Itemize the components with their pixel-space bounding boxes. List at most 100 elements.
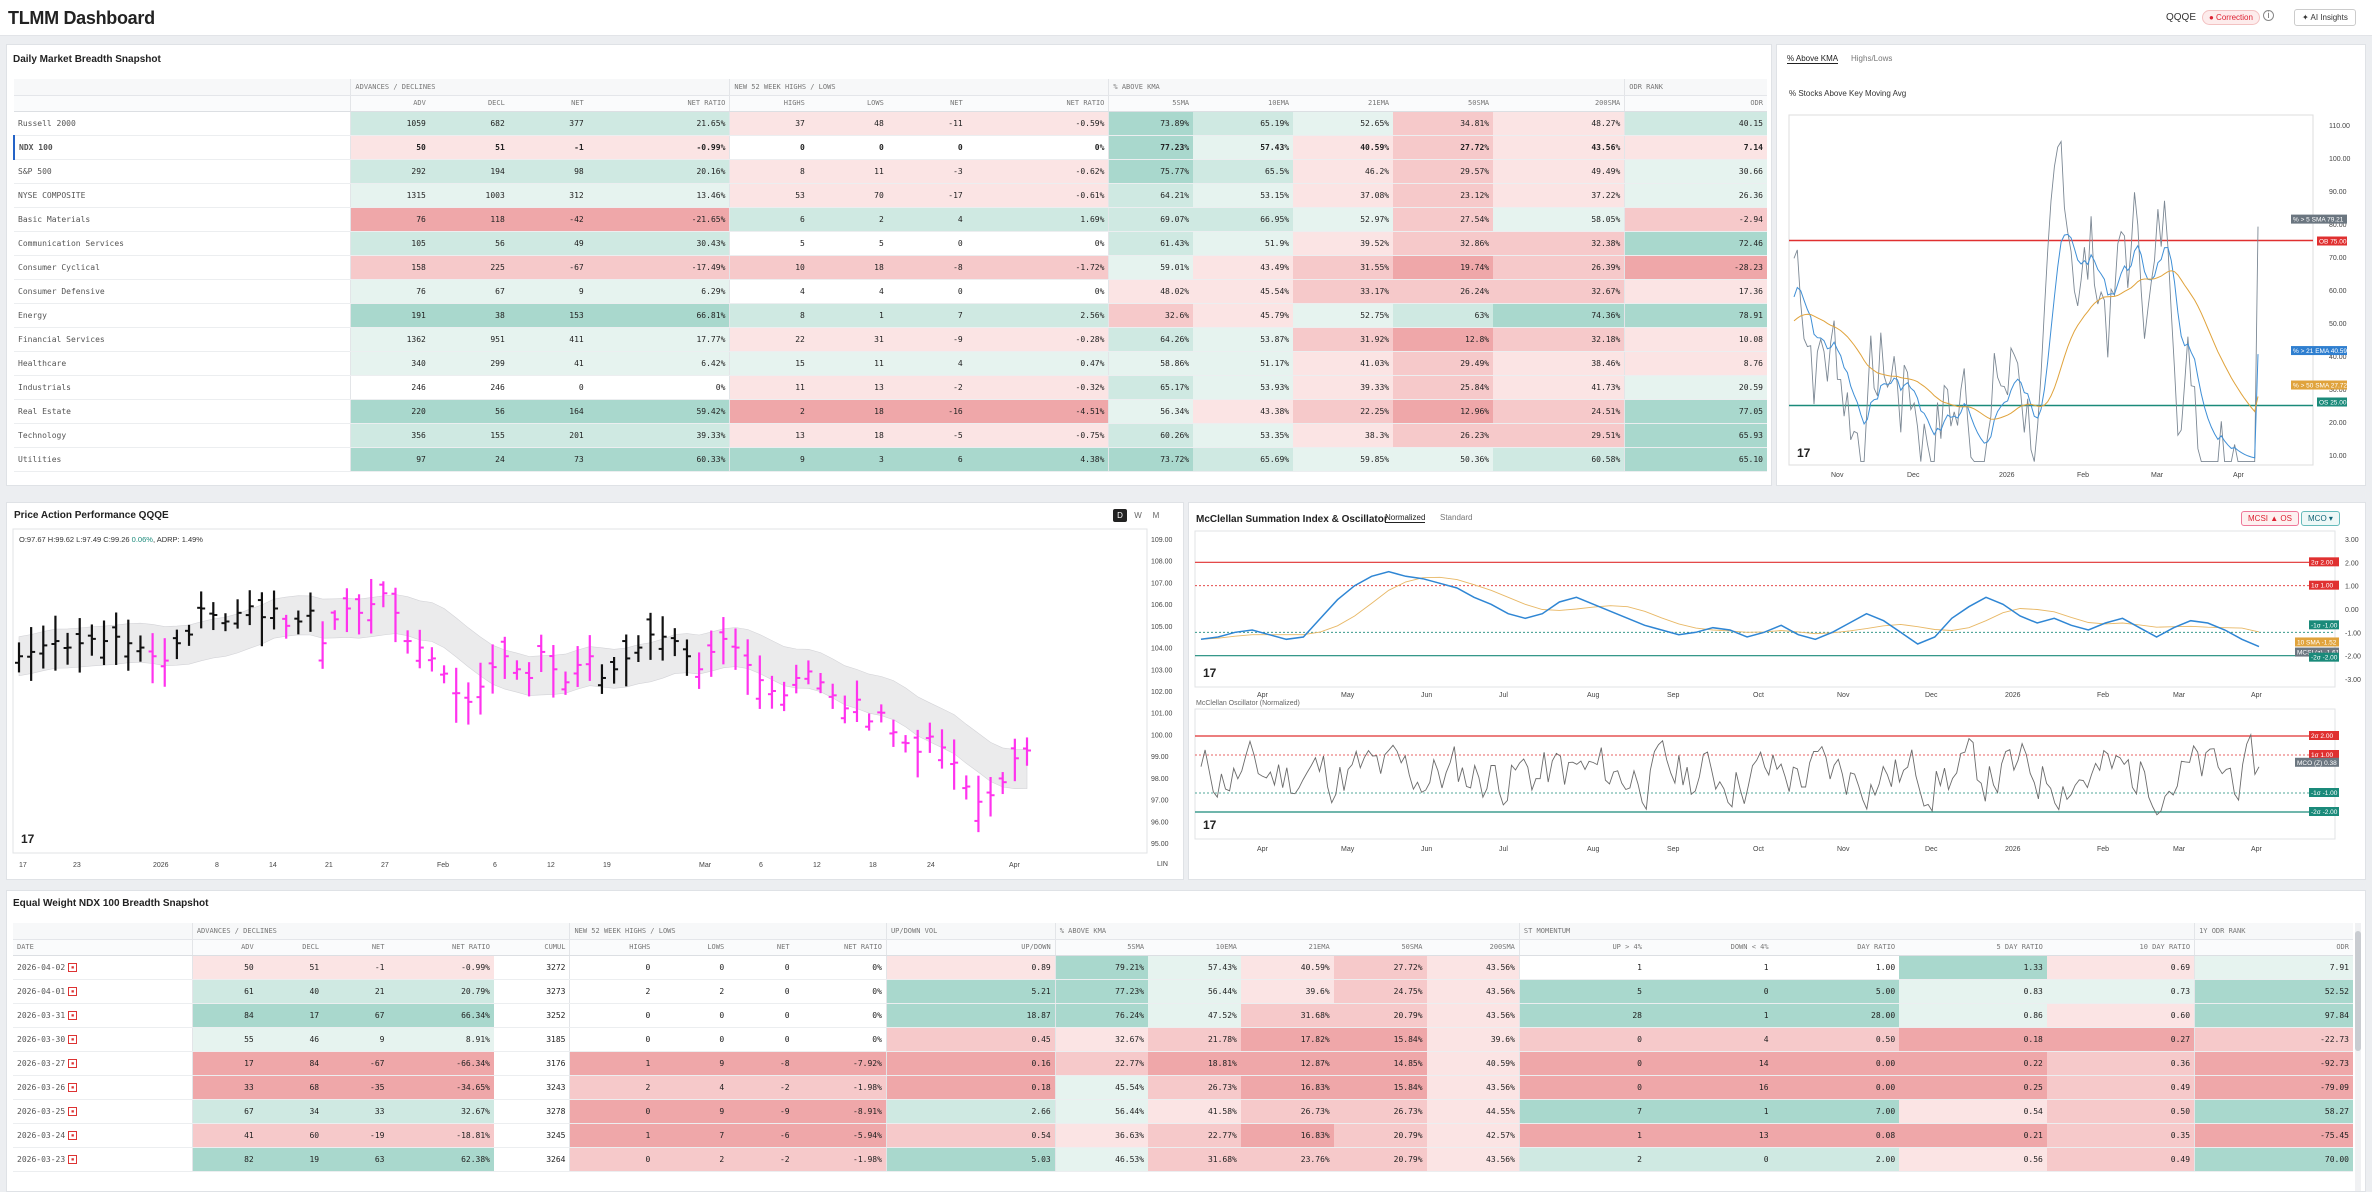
column-header[interactable]: NET	[887, 95, 967, 112]
table-row[interactable]: 2026-03-31 ▪ 84 17 67 66.34% 3252 0 0 0 0% 18.87 76.…	[13, 1003, 2353, 1028]
column-header[interactable]: DECL	[257, 939, 324, 956]
table-row[interactable]: 2026-03-30 ▪ 55 46 9 8.91% 3185 0 0 0 0% 0.45 32.67%…	[13, 1027, 2353, 1052]
calendar-icon[interactable]: ▪	[68, 1130, 78, 1140]
column-header[interactable]: 5SMA	[1108, 95, 1194, 112]
table-row[interactable]: 2026-03-24 ▪ 41 60 -19 -18.81% 3245 1 7 -6 -5.94% 0…	[13, 1123, 2353, 1148]
column-header[interactable]: ADV	[350, 95, 430, 112]
table-cell: 22.77%	[1148, 1123, 1241, 1148]
column-header[interactable]: HIGHS	[729, 95, 809, 112]
column-header[interactable]: UP/DOWN	[885, 939, 1056, 956]
column-header[interactable]: 10EMA	[1193, 95, 1294, 112]
symbol-label[interactable]: QQQE	[2166, 12, 2197, 23]
column-header[interactable]: 50SMA	[1393, 95, 1494, 112]
interval-monthly[interactable]: M	[1152, 511, 1160, 520]
table-row[interactable]: Healthcare 340 299 41 6.42% 15 11 4 0.47% 58.86% 5…	[14, 351, 1767, 376]
kma-chart[interactable]: 110.00 100.00 90.00 80.00 70.00 60.00 50.00 40.…	[1777, 45, 2367, 487]
column-header[interactable]: 50SMA	[1333, 939, 1427, 956]
price-bar	[306, 592, 315, 632]
column-header[interactable]: NET	[323, 939, 389, 956]
tab-above-kma[interactable]: % Above KMA	[1787, 54, 1839, 64]
calendar-icon[interactable]: ▪	[68, 1106, 78, 1116]
column-header[interactable]: DECL	[429, 95, 509, 112]
table-row[interactable]: Industrials 246 246 0 0% 11 13 -2 -0.32% 65.17% 53…	[14, 375, 1767, 400]
table-cell: 1059	[350, 111, 430, 136]
column-header[interactable]: ODR	[1624, 95, 1767, 112]
column-header[interactable]: CUMUL	[493, 939, 570, 956]
interval-daily[interactable]: D	[1113, 509, 1127, 522]
table-row[interactable]: Consumer Defensive 76 67 9 6.29% 4 4 0 0% 48.02% 4…	[14, 279, 1767, 304]
calendar-icon[interactable]: ▪	[68, 1010, 78, 1020]
column-header[interactable]: HIGHS	[569, 939, 655, 956]
mco-dropdown-button[interactable]: MCO ▾	[2301, 511, 2340, 526]
column-header[interactable]: 200SMA	[1493, 95, 1625, 112]
table-row[interactable]: Communication Services 105 56 49 30.43% 5 5 0 0%…	[14, 231, 1767, 256]
column-header[interactable]: 21EMA	[1293, 95, 1394, 112]
calendar-icon[interactable]: ▪	[68, 1058, 78, 1068]
x-tick-label: Jun	[1421, 846, 1432, 853]
column-header[interactable]: NET	[728, 939, 794, 956]
tab-highs-lows[interactable]: Highs/Lows	[1851, 54, 1893, 63]
table-row[interactable]: 2026-03-27 ▪ 17 84 -67 -66.34% 3176 1 9 -8 -7.92% 0…	[13, 1051, 2353, 1076]
table-row[interactable]: Technology 356 155 201 39.33% 13 18 -5 -0.75% 60.…	[14, 423, 1767, 448]
tab-normalized[interactable]: Normalized	[1385, 513, 1426, 523]
column-header[interactable]: 21EMA	[1240, 939, 1334, 956]
table-row[interactable]: Utilities 97 24 73 60.33% 9 3 6 4.38% 73.72% 65.69…	[14, 447, 1767, 472]
column-header[interactable]: DATE	[13, 939, 193, 956]
mcsi-toggle-button[interactable]: MCSI ▲ OS	[2241, 511, 2299, 526]
calendar-icon[interactable]: ▪	[68, 962, 78, 972]
scrollbar[interactable]	[2355, 923, 2361, 1191]
ai-insights-button[interactable]: ✦ AI Insights	[2294, 9, 2356, 26]
column-header[interactable]: NET RATIO	[793, 939, 887, 956]
interval-weekly[interactable]: W	[1134, 511, 1142, 520]
column-group-header: NEW 52 WEEK HIGHS / LOWS	[569, 923, 887, 940]
table-row[interactable]: 2026-04-01 ▪ 61 40 21 20.79% 3273 2 2 0 0% 5.21 77.2…	[13, 979, 2353, 1004]
column-header[interactable]: NET RATIO	[966, 95, 1109, 112]
table-row[interactable]: 2026-03-25 ▪ 67 34 33 32.67% 3278 0 9 -9 -8.91% 2.6…	[13, 1099, 2353, 1124]
table-row[interactable]: Energy 191 38 153 66.81% 8 1 7 2.56% 32.6% 45.79% 5…	[14, 303, 1767, 328]
column-header[interactable]: 10EMA	[1148, 939, 1241, 956]
table-row[interactable]: 2026-04-02 ▪ 50 51 -1 -0.99% 3272 0 0 0 0% 0.89 79.2…	[13, 955, 2353, 980]
column-header[interactable]: 5 DAY RATIO	[1899, 939, 2047, 956]
table-row[interactable]: NYSE COMPOSITE 1315 1003 312 13.46% 53 70 -17 -0…	[14, 183, 1767, 208]
table-cell: 951	[429, 327, 509, 352]
table-row[interactable]: Consumer Cyclical 158 225 -67 -17.49% 10 18 -8-…	[14, 255, 1767, 280]
table-row[interactable]: S&P 500 292 194 98 20.16% 8 11 -3 -0.62% 75.77% 65…	[14, 159, 1767, 184]
table-row[interactable]: Financial Services 1362 951 411 17.77% 22 31 -9…	[14, 327, 1767, 352]
table-cell: 68	[257, 1075, 324, 1100]
table-row[interactable]: 2026-03-23 ▪ 82 19 63 62.38% 3264 0 2 -2 -1.98% 5.0…	[13, 1147, 2353, 1172]
column-header[interactable]: UP > 4%	[1518, 939, 1646, 956]
column-header[interactable]: 10 DAY RATIO	[2046, 939, 2195, 956]
mcclellan-chart[interactable]: 3.00 2.00 1.00 0.00 -1.00 -2.00 -3.00 2σ 2.00 1σ…	[1189, 503, 2367, 881]
column-header[interactable]: NET	[508, 95, 588, 112]
column-header[interactable]: NET RATIO	[388, 939, 494, 956]
column-header[interactable]: LOWS	[654, 939, 729, 956]
column-header[interactable]: DAY RATIO	[1772, 939, 1900, 956]
column-header[interactable]: 5SMA	[1054, 939, 1149, 956]
column-header[interactable]: NET RATIO	[587, 95, 730, 112]
table-cell: 6	[729, 207, 809, 232]
table-cell: 45.79%	[1193, 303, 1294, 328]
table-row[interactable]: NDX 100 50 51 -1 -0.99% 0 0 0 0% 77.23% 57.43% 40.5…	[13, 135, 1767, 160]
info-icon[interactable]: i	[2263, 10, 2274, 21]
column-header[interactable]: ADV	[191, 939, 258, 956]
tab-standard[interactable]: Standard	[1440, 513, 1473, 522]
table-row[interactable]: Real Estate 220 56 164 59.42% 2 18 -16 -4.51% 56.…	[14, 399, 1767, 424]
table-cell: 30.66	[1624, 159, 1767, 184]
close-value: C:99.26	[103, 535, 130, 544]
row-date: 2026-04-01 ▪	[13, 979, 193, 1004]
column-header[interactable]: LOWS	[808, 95, 888, 112]
column-header[interactable]: 200SMA	[1426, 939, 1520, 956]
calendar-icon[interactable]: ▪	[68, 1154, 78, 1164]
calendar-icon[interactable]: ▪	[68, 986, 78, 996]
column-header[interactable]: ODR	[2194, 939, 2353, 956]
price-chart[interactable]: 109.00 108.00 107.00 106.00 105.00 104.00 103.…	[7, 503, 1185, 881]
scale-label[interactable]: LIN	[1157, 861, 1168, 868]
column-header[interactable]: DOWN < 4%	[1645, 939, 1773, 956]
calendar-icon[interactable]: ▪	[68, 1082, 78, 1092]
price-bar	[658, 616, 667, 661]
calendar-icon[interactable]: ▪	[68, 1034, 78, 1044]
table-row[interactable]: Basic Materials 76 118 -42 -21.65% 6 2 4 1.69% 69…	[14, 207, 1767, 232]
column-header[interactable]	[14, 95, 351, 112]
table-row[interactable]: Russell 2000 1059 682 377 21.65% 37 48 -11 -0.59…	[14, 111, 1767, 136]
table-row[interactable]: 2026-03-26 ▪ 33 68 -35 -34.65% 3243 2 4 -2 -1.98% 0…	[13, 1075, 2353, 1100]
